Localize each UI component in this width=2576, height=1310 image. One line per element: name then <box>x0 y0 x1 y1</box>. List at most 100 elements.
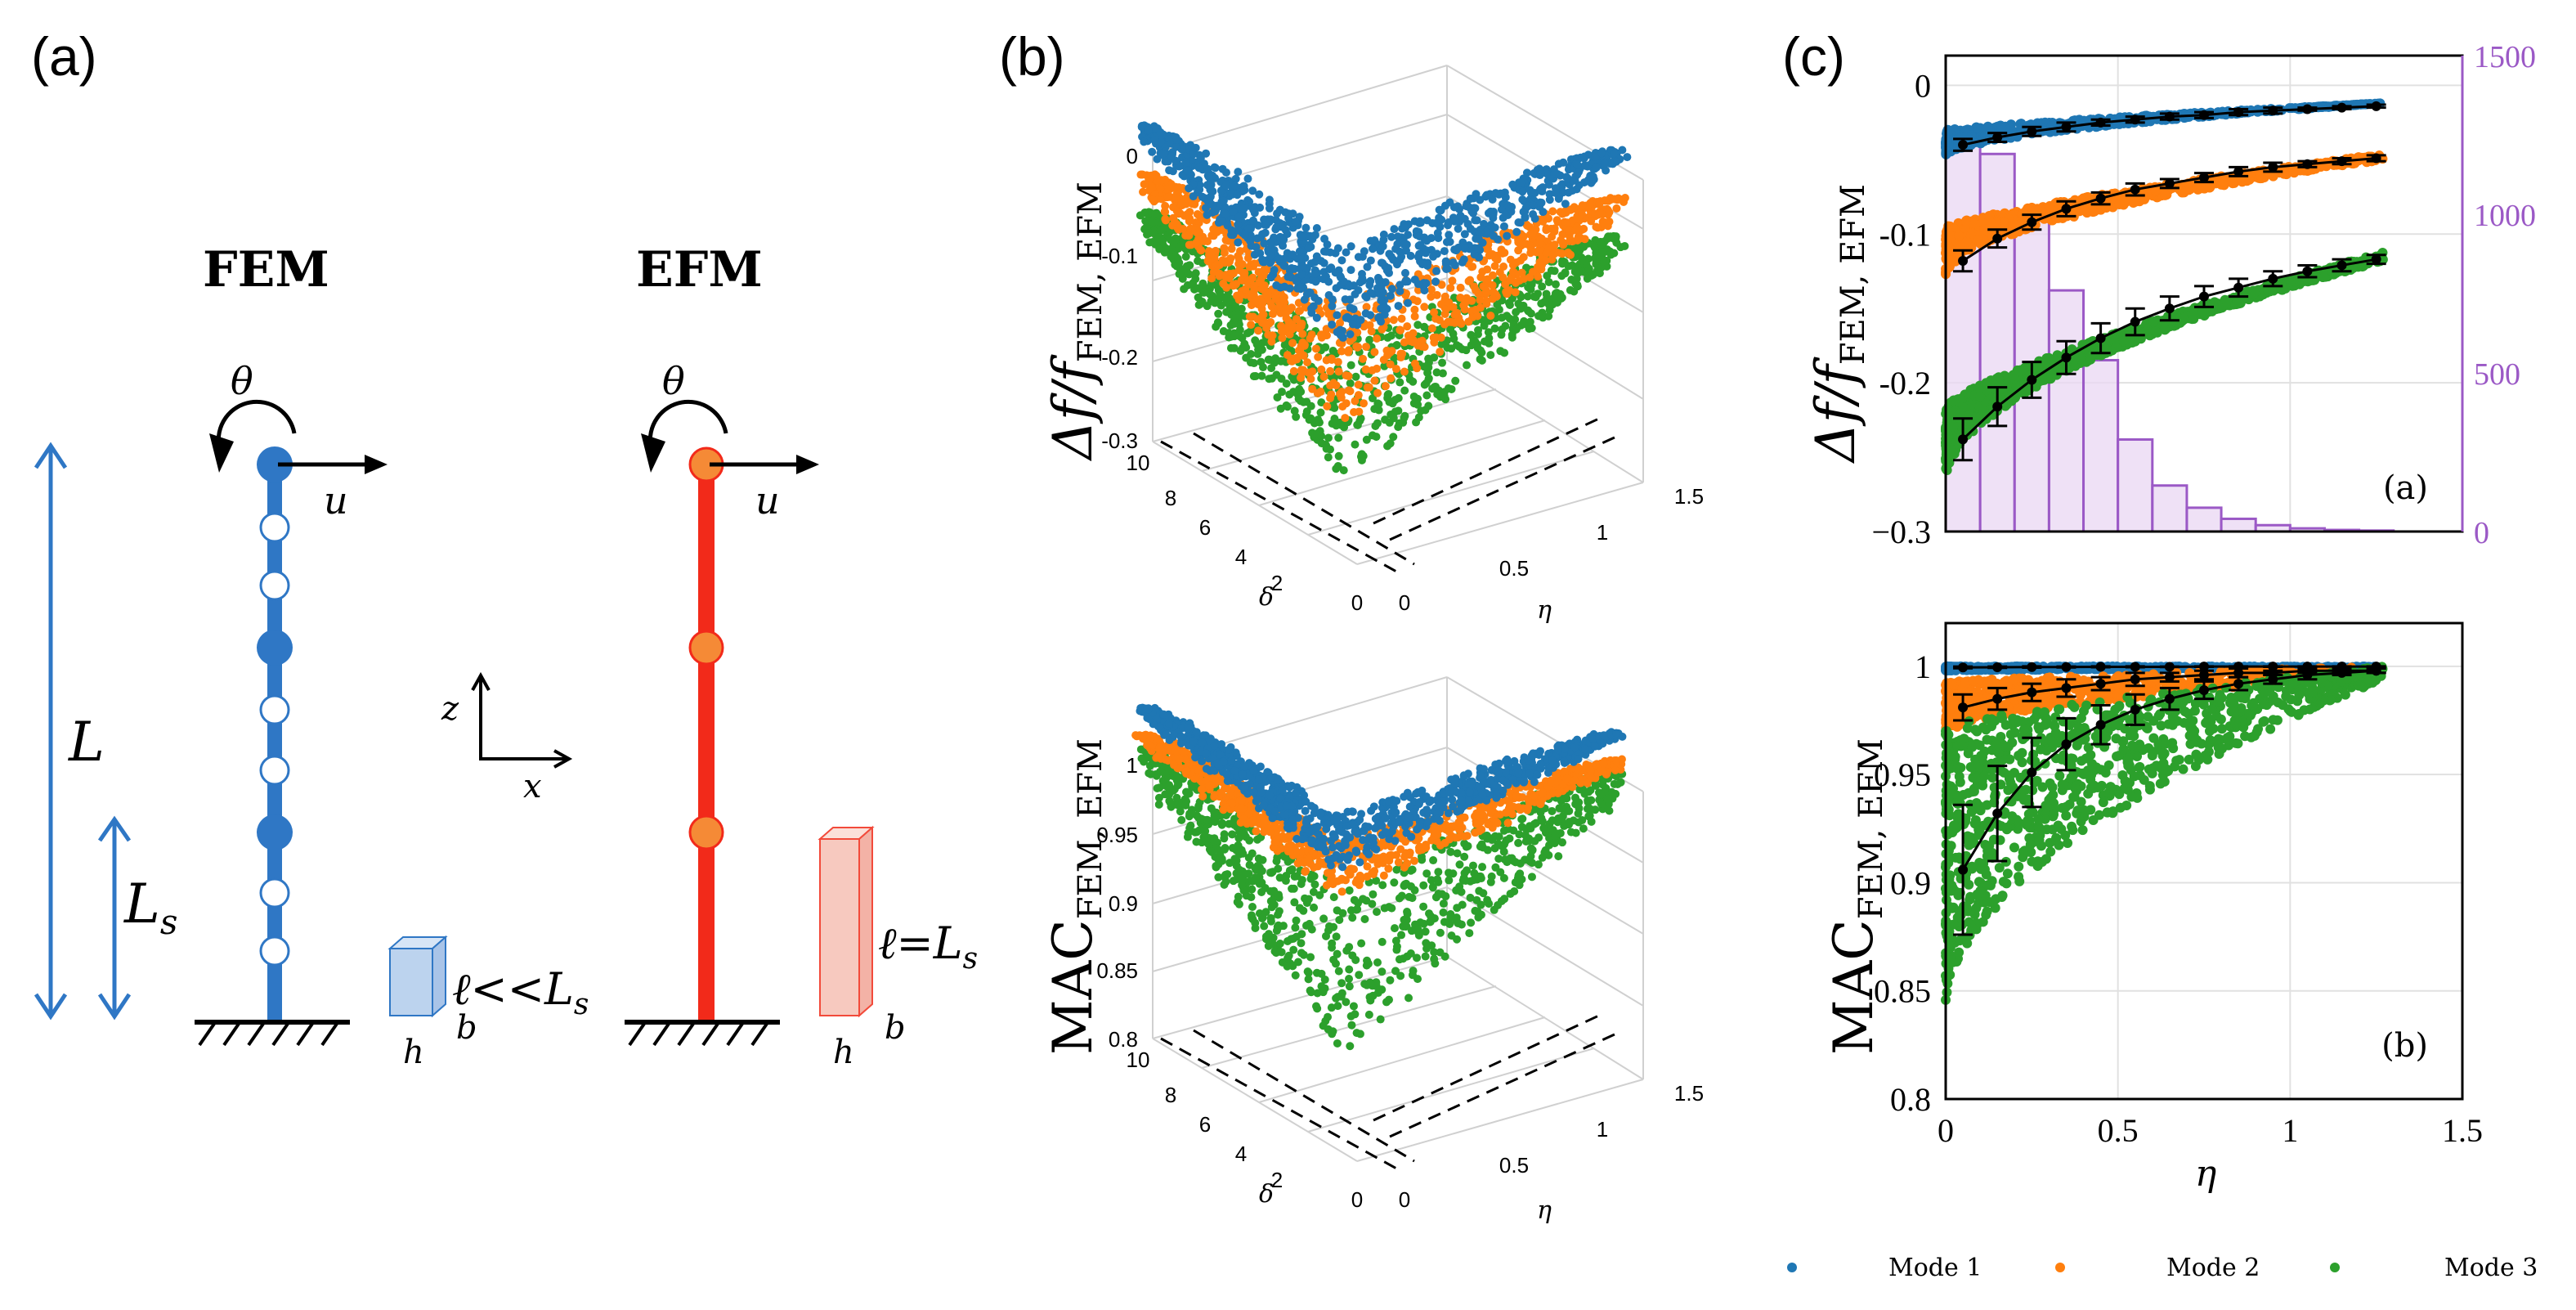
scatter3d-point <box>1559 158 1568 167</box>
scatter3d-point <box>1360 399 1369 408</box>
scatter3d-point <box>1389 433 1398 442</box>
scatter3d-point <box>1283 962 1292 971</box>
scatter3d-point <box>1613 779 1622 788</box>
scatter3d-point <box>1561 200 1570 209</box>
scatter3d-point <box>1449 869 1458 878</box>
scatter3d-point <box>1288 321 1297 330</box>
scatter3d-point <box>1416 217 1425 226</box>
scatter3d-point <box>1415 231 1424 240</box>
scatter3d-point <box>1592 781 1601 790</box>
scatter3d-point <box>1258 339 1267 348</box>
scatter3d-point <box>1342 998 1351 1007</box>
scatter3d-point <box>1295 247 1304 256</box>
coordinate-axes <box>471 671 573 769</box>
scatter3d-point <box>1198 785 1207 794</box>
scatter3d-point <box>1485 900 1494 908</box>
scatter3d-point <box>1257 357 1266 366</box>
scatter3d-point <box>1368 869 1377 878</box>
scatter3d-point <box>1180 285 1189 294</box>
scatter3d-point <box>1420 286 1429 295</box>
scatter3d-point <box>1155 245 1164 253</box>
scatter3d-point <box>1548 207 1557 216</box>
scatter3d-point <box>1439 908 1448 917</box>
scatter3d-points <box>1136 121 1632 475</box>
scatter3d-point <box>1539 298 1548 307</box>
efm-translation-arrowhead <box>796 455 819 474</box>
scatter3d-point <box>1222 294 1231 303</box>
scatter3d-point <box>1221 181 1230 190</box>
scatter3d-point <box>1355 1030 1364 1039</box>
scatter3d-point <box>1489 288 1498 297</box>
scatter3d-point <box>1571 226 1580 235</box>
scatter3d-point <box>1267 868 1276 877</box>
scatter3d-point <box>1278 388 1287 397</box>
efm-h-label: h <box>833 1034 854 1071</box>
scatter3d-point <box>1145 769 1154 778</box>
scatter3d-point <box>1376 1015 1385 1024</box>
scatter3d-point <box>1267 374 1276 383</box>
scatter3d-point <box>1396 378 1404 387</box>
scatter3d-point <box>1351 1010 1360 1019</box>
scatter3d-point <box>1163 193 1172 202</box>
scatter3d-point <box>1209 837 1218 846</box>
scatter3d-point <box>1335 389 1344 398</box>
fem-beam <box>257 446 293 1022</box>
efm-b-label: b <box>885 1009 906 1047</box>
scatter3d-point <box>1349 305 1358 314</box>
scatter3d-point <box>1142 171 1151 180</box>
efm-ground <box>625 1020 780 1047</box>
scatter3d-point <box>1454 342 1463 351</box>
scatter3d-point <box>1526 309 1535 318</box>
scatter3d-point <box>1334 451 1343 460</box>
scatter3d-point <box>1355 971 1364 980</box>
scatter3d-point <box>1288 303 1297 312</box>
scatter3d-point <box>1400 386 1409 395</box>
scatter3d-point <box>1153 155 1162 164</box>
scatter3d-point <box>1182 766 1191 775</box>
scatter3d-point <box>1579 787 1588 796</box>
scatter3d-point <box>1399 954 1408 963</box>
scatter3d-point <box>1490 324 1499 333</box>
scatter3d-point <box>1330 415 1339 424</box>
scatter3d-point <box>1248 913 1257 922</box>
scatter3d-point <box>1214 855 1223 864</box>
scatter3d-point <box>1235 325 1244 334</box>
scatter3d-point <box>1382 346 1391 355</box>
scatter3d-point <box>1447 384 1456 393</box>
scatter3d-point <box>1437 890 1446 899</box>
scatter3d-point <box>1141 217 1150 226</box>
scatter3d-point <box>1489 213 1498 222</box>
scatter3d-point <box>1285 330 1294 339</box>
scatter3d-point <box>1438 358 1447 367</box>
scatter3d-point <box>1176 200 1185 209</box>
scatter3d-point <box>1528 230 1537 239</box>
scatter3d-point <box>1345 943 1354 952</box>
scatter3d-point <box>1353 343 1362 352</box>
scatter3d-point <box>1214 309 1223 318</box>
scatter3d-point <box>1524 803 1533 812</box>
scatter3d-point <box>1154 800 1163 809</box>
scatter3d-point <box>1260 258 1269 267</box>
scatter3d-point <box>1433 229 1442 238</box>
scatter3d-point <box>1565 806 1574 815</box>
plot3d-frequency: 0 -0.1 -0.2 -0.3 10 8 6 4 2 0 0 0.5 1 1.… <box>1042 65 1704 625</box>
scatter3d-point <box>1460 868 1469 877</box>
scatter3d-point <box>1206 186 1215 195</box>
scatter3d-point <box>1484 328 1493 337</box>
scatter3d-point <box>1572 274 1581 283</box>
scatter3d-point <box>1558 259 1567 268</box>
scatter3d-point <box>1408 865 1417 874</box>
scatter3d-point <box>1285 866 1294 875</box>
plot3d-mac: 1 0.95 0.9 0.85 0.8 10 8 6 4 2 0 0 0.5 1… <box>1042 676 1704 1225</box>
scatter3d-point <box>1544 312 1553 321</box>
scatter3d-point <box>1333 462 1342 471</box>
scatter3d-point <box>1413 321 1422 330</box>
scatter3d-point <box>1538 214 1547 223</box>
scatter3d-point <box>1427 876 1436 885</box>
scatter3d-point <box>1490 905 1499 914</box>
scatter3d-point <box>1271 294 1280 303</box>
scatter3d-point <box>1445 231 1454 240</box>
scatter3d-points <box>1131 703 1627 1051</box>
scatter3d-point <box>1553 218 1562 227</box>
scatter3d-point <box>1323 402 1332 410</box>
